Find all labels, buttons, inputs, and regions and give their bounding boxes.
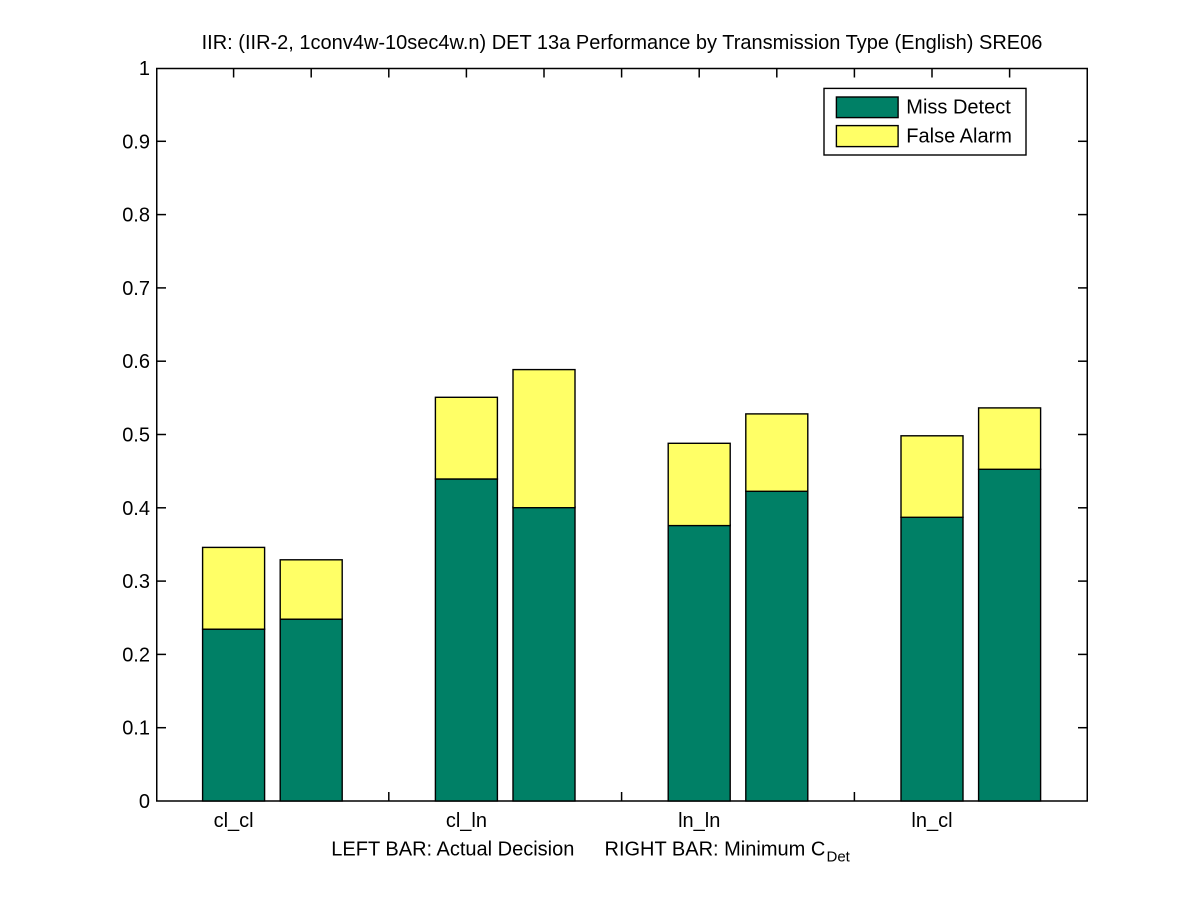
svg-text:RIGHT BAR: Minimum C: RIGHT BAR: Minimum C	[605, 839, 826, 861]
svg-text:cl_ln: cl_ln	[446, 810, 487, 832]
svg-text:0.5: 0.5	[122, 425, 150, 447]
svg-text:0.1: 0.1	[122, 718, 150, 740]
svg-text:0.9: 0.9	[122, 131, 150, 153]
svg-text:0.8: 0.8	[122, 205, 150, 227]
svg-text:1: 1	[139, 58, 150, 80]
svg-text:cl_cl: cl_cl	[214, 810, 254, 832]
svg-text:0.4: 0.4	[122, 498, 150, 520]
svg-text:False Alarm: False Alarm	[906, 125, 1012, 147]
svg-text:0.3: 0.3	[122, 571, 150, 593]
svg-text:0.6: 0.6	[122, 351, 150, 373]
svg-text:Det: Det	[827, 849, 851, 866]
svg-text:Miss Detect: Miss Detect	[906, 97, 1011, 119]
svg-text:0.2: 0.2	[122, 644, 150, 666]
svg-text:ln_cl: ln_cl	[911, 810, 952, 832]
svg-text:0.7: 0.7	[122, 278, 150, 300]
svg-text:IIR: (IIR-2, 1conv4w-10sec4w.n: IIR: (IIR-2, 1conv4w-10sec4w.n) DET 13a …	[202, 32, 1043, 54]
svg-text:ln_ln: ln_ln	[678, 810, 720, 832]
svg-text:LEFT BAR: Actual Decision: LEFT BAR: Actual Decision	[331, 839, 574, 861]
svg-text:0: 0	[139, 791, 150, 813]
